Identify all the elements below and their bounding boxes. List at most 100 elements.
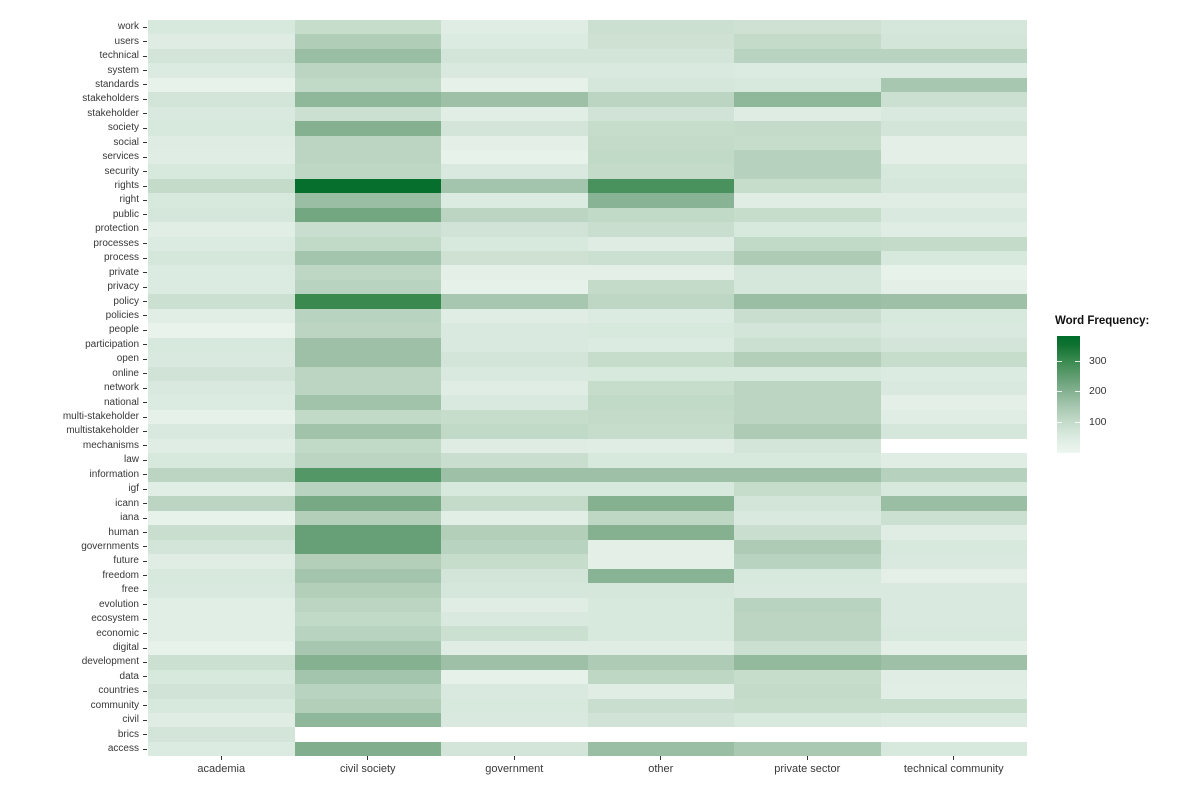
y-tick-mark [143, 257, 147, 259]
heatmap-row [148, 34, 1027, 49]
heatmap-cell [441, 279, 588, 295]
heatmap-row [148, 380, 1027, 396]
y-axis-label-row: human [0, 525, 147, 539]
heatmap-cell [734, 352, 881, 367]
heatmap-cell [587, 380, 734, 396]
heatmap-cell [294, 34, 441, 49]
heatmap-cell [880, 568, 1027, 584]
heatmap-cell [148, 741, 295, 757]
y-axis-label-row: ecosystem [0, 612, 147, 626]
y-axis-label-row: right [0, 193, 147, 207]
heatmap-cell [734, 684, 881, 699]
heatmap-row [148, 583, 1027, 598]
y-tick-mark [143, 243, 147, 245]
heatmap-cell [294, 597, 441, 612]
heatmap-row [148, 568, 1027, 584]
heatmap-cell [294, 741, 441, 757]
heatmap-cell [587, 626, 734, 641]
heatmap-cell [880, 713, 1027, 728]
y-axis-label-row: brics [0, 727, 147, 741]
y-axis-label: privacy [107, 281, 139, 293]
heatmap-cell [441, 568, 588, 584]
y-tick-mark [143, 734, 147, 736]
y-axis-label: ecosystem [91, 613, 139, 625]
heatmap-row [148, 48, 1027, 64]
heatmap-cell [587, 20, 734, 35]
heatmap-cell [880, 193, 1027, 208]
y-tick-mark [143, 373, 147, 375]
heatmap-cell [148, 539, 295, 555]
heatmap-cell [148, 77, 295, 93]
heatmap-cell [880, 640, 1027, 656]
y-axis-label: people [108, 324, 139, 336]
heatmap-cell [587, 265, 734, 280]
y-axis-label-row: evolution [0, 598, 147, 612]
heatmap-cell [734, 294, 881, 309]
y-tick-mark [143, 199, 147, 201]
heatmap-cell [441, 222, 588, 237]
heatmap-cell [294, 294, 441, 309]
y-tick-mark [143, 171, 147, 173]
heatmap-cell [880, 698, 1027, 713]
heatmap-row [148, 308, 1027, 324]
heatmap-row [148, 626, 1027, 641]
legend-title: Word Frequency: [1055, 315, 1150, 327]
heatmap-cell [734, 713, 881, 728]
y-axis-label-row: iana [0, 511, 147, 525]
heatmap-cell [294, 611, 441, 627]
y-axis-label: iana [120, 512, 139, 524]
heatmap-cell [148, 568, 295, 584]
heatmap-cell [294, 178, 441, 194]
heatmap-cell [880, 539, 1027, 555]
y-axis-label: national [103, 396, 139, 408]
y-axis-label: igf [128, 483, 139, 495]
x-axis-label-col: other [588, 756, 735, 775]
y-axis-label: open [116, 353, 139, 365]
y-tick-mark [143, 532, 147, 534]
heatmap-cell [148, 482, 295, 497]
y-tick-mark [143, 705, 147, 707]
legend-tick-mark [1075, 391, 1080, 393]
y-axis-label-row: access [0, 742, 147, 756]
heatmap-cell [587, 554, 734, 569]
heatmap-cell [441, 121, 588, 136]
heatmap-cell [441, 92, 588, 107]
heatmap-cell [587, 121, 734, 136]
y-axis-label: countries [98, 685, 139, 697]
heatmap-cell [587, 178, 734, 194]
heatmap-cell [880, 395, 1027, 410]
heatmap-cell [587, 48, 734, 64]
heatmap-row [148, 251, 1027, 266]
heatmap-cell [880, 63, 1027, 78]
y-axis-label: access [107, 743, 139, 755]
heatmap-cell [441, 539, 588, 555]
heatmap-cell [294, 48, 441, 64]
y-axis-label-row: society [0, 121, 147, 135]
heatmap-cell [880, 135, 1027, 150]
y-axis-label: services [102, 151, 139, 163]
legend-tick-label: 100 [1089, 416, 1107, 429]
x-tick-mark [220, 756, 222, 760]
heatmap-cell [734, 655, 881, 670]
heatmap-cell [441, 135, 588, 150]
heatmap-cell [734, 20, 881, 35]
y-axis-label-row: governments [0, 540, 147, 554]
y-axis-label: rights [114, 180, 139, 192]
heatmap-cell [880, 409, 1027, 425]
y-tick-mark [143, 387, 147, 389]
y-axis-label-row: countries [0, 684, 147, 698]
heatmap-cell [734, 207, 881, 223]
y-axis-label: human [108, 526, 139, 538]
heatmap-cell [441, 482, 588, 497]
y-tick-mark [143, 719, 147, 721]
y-axis-label: multistakeholder [66, 425, 139, 437]
x-axis-label: other [648, 763, 674, 775]
heatmap-cell [734, 366, 881, 381]
y-axis-label: private [108, 266, 139, 278]
y-axis-label-row: users [0, 34, 147, 48]
heatmap-cell [294, 453, 441, 468]
x-tick-mark [953, 756, 955, 760]
heatmap-cell [880, 236, 1027, 251]
y-axis-label: freedom [102, 569, 139, 581]
legend-ticks: 100 200 300 [1089, 336, 1149, 453]
